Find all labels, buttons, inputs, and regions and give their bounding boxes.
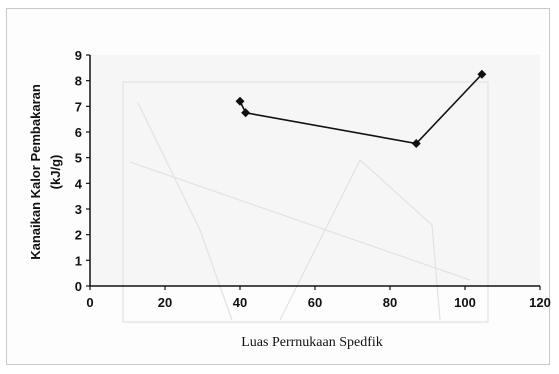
y-tick-label: 3	[75, 202, 82, 217]
y-axis-label-line1: Kanaikan Kalor Pembakaran	[28, 84, 43, 260]
data-point-marker	[241, 108, 251, 118]
y-tick-label: 5	[75, 151, 82, 166]
y-tick-label: 6	[75, 125, 82, 140]
y-tick-label: 4	[75, 176, 83, 191]
y-tick-label: 7	[75, 99, 82, 114]
x-tick-label: 0	[86, 295, 93, 310]
x-tick-label: 80	[383, 295, 397, 310]
y-tick-label: 0	[75, 279, 82, 294]
y-tick-label: 8	[75, 74, 82, 89]
x-tick-label: 20	[158, 295, 172, 310]
data-point-marker	[235, 96, 245, 106]
x-tick-label: 60	[308, 295, 322, 310]
series-line	[239, 73, 483, 145]
data-point-marker	[477, 69, 487, 79]
y-ticks: 0 1 2 3 4 5 6 7 8 9	[75, 48, 90, 294]
x-tick-label: 40	[233, 295, 247, 310]
y-tick-label: 9	[75, 48, 82, 63]
data-point-marker	[411, 139, 421, 149]
plot-area	[90, 55, 540, 286]
x-axis-label: Luas Perrnukaan Spedfik	[241, 335, 383, 350]
y-axis-label: Kanaikan Kalor Pembakaran (kJ/g)	[28, 84, 63, 260]
y-tick-label: 2	[75, 228, 82, 243]
x-tick-label: 120	[529, 295, 551, 310]
y-axis-label-line2: (kJ/g)	[48, 155, 63, 190]
x-tick-label: 100	[454, 295, 476, 310]
series-group	[235, 69, 487, 149]
x-ticks: 0 20 40 60 80 100 120	[86, 286, 551, 310]
y-tick-label: 1	[75, 253, 82, 268]
background-artifacts	[122, 81, 489, 323]
